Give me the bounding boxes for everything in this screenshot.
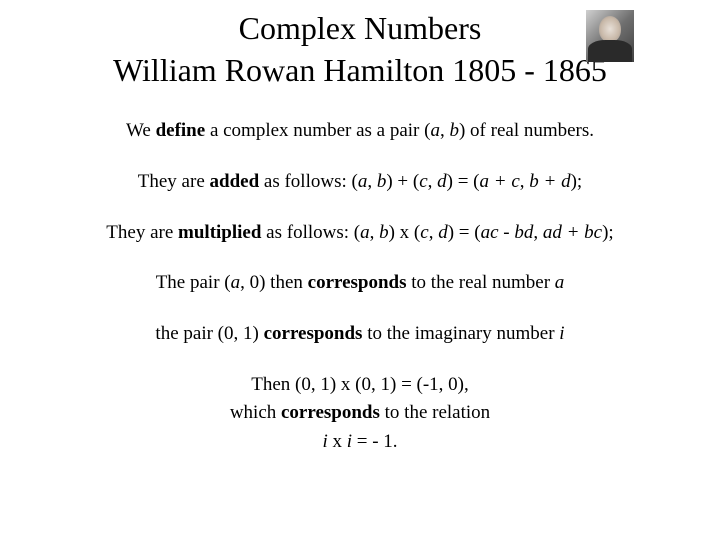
var-b: b	[449, 120, 459, 141]
var-i: i	[559, 323, 564, 344]
text: which	[230, 402, 281, 423]
definition-line: We define a complex number as a pair (a,…	[24, 119, 696, 144]
text: ) = (	[447, 171, 480, 192]
addition-line: They are added as follows: (a, b) + (c, …	[24, 170, 696, 195]
text: to the real number	[407, 272, 555, 293]
var-a: a	[555, 272, 565, 293]
var-b: b	[379, 222, 389, 243]
text: a complex number as a pair (	[205, 120, 430, 141]
text-bold: corresponds	[264, 323, 363, 344]
text: ) x (	[389, 222, 421, 243]
text-bold: define	[156, 120, 206, 141]
var-c: c	[420, 222, 428, 243]
text: = - 1.	[352, 431, 398, 452]
text-bold: multiplied	[178, 222, 261, 243]
text: , 0) then	[240, 272, 308, 293]
text: ,	[370, 222, 380, 243]
imaginary-correspondence-line: the pair (0, 1) corresponds to the imagi…	[24, 322, 696, 347]
text: Then (0, 1) x (0, 1) = (-1, 0),	[251, 374, 469, 395]
text: to the relation	[380, 402, 490, 423]
text: ) = (	[448, 222, 481, 243]
text: ) of real numbers.	[459, 120, 594, 141]
product-line: Then (0, 1) x (0, 1) = (-1, 0),	[24, 373, 696, 398]
var-a: a	[358, 171, 368, 192]
i-squared-line: i x i = - 1.	[24, 430, 696, 455]
text: They are	[106, 222, 178, 243]
text: );	[602, 222, 614, 243]
text: ,	[428, 171, 438, 192]
hamilton-portrait	[586, 10, 634, 62]
title-block: Complex Numbers William Rowan Hamilton 1…	[24, 8, 696, 91]
text: the pair (0, 1)	[155, 323, 263, 344]
text: as follows: (	[259, 171, 358, 192]
text: as follows: (	[261, 222, 360, 243]
text: The pair (	[156, 272, 231, 293]
text: ,	[520, 171, 530, 192]
text: ) + (	[386, 171, 419, 192]
var-d: d	[438, 222, 448, 243]
var-a: a	[360, 222, 370, 243]
text: );	[571, 171, 583, 192]
var-sum: a + c	[480, 171, 520, 192]
text: They are	[138, 171, 210, 192]
var-prod: ad + bc	[543, 222, 602, 243]
var-a: a	[231, 272, 241, 293]
real-correspondence-line: The pair (a, 0) then corresponds to the …	[24, 271, 696, 296]
var-c: c	[419, 171, 427, 192]
text: x	[328, 431, 347, 452]
text: ,	[367, 171, 377, 192]
text: ,	[533, 222, 543, 243]
text: We	[126, 120, 156, 141]
var-sum: b + d	[529, 171, 570, 192]
text-bold: corresponds	[281, 402, 380, 423]
var-prod: ac - bd	[481, 222, 534, 243]
multiplication-line: They are multiplied as follows: (a, b) x…	[24, 221, 696, 246]
var-a: a	[430, 120, 440, 141]
text-bold: corresponds	[308, 272, 407, 293]
var-d: d	[437, 171, 447, 192]
slide: Complex Numbers William Rowan Hamilton 1…	[0, 0, 720, 540]
text: to the imaginary number	[362, 323, 559, 344]
var-b: b	[377, 171, 387, 192]
text: ,	[429, 222, 439, 243]
text-bold: added	[210, 171, 260, 192]
relation-line: which corresponds to the relation	[24, 401, 696, 426]
